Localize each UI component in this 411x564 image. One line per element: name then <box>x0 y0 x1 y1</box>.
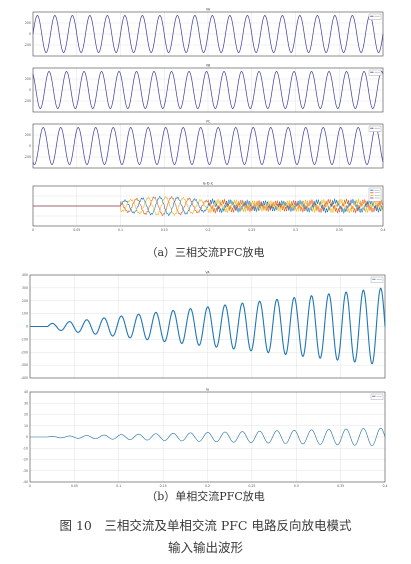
x-tick-label: 0.05 <box>71 484 78 488</box>
plot-va-1phase: VA 400 300 200 100 0 -100 -200 -300 -400 <box>21 271 386 380</box>
x-tick-label: 0.3 <box>294 484 299 488</box>
y-tick-label: 40 <box>24 390 28 394</box>
x-tick-label: 0.15 <box>160 484 167 488</box>
x-tick-label: 0.1 <box>118 228 123 232</box>
x-tick-label: 0.4 <box>380 228 385 232</box>
figure-title-line2: 输入输出波形 <box>167 540 243 555</box>
plot-vb-3phase: VB 200 0 -200 <box>24 64 384 113</box>
y-tick-label: -200 <box>24 99 31 103</box>
y-tick-label: 0 <box>26 325 28 329</box>
caption-b: （b）单相交流PFC放电 <box>146 490 265 503</box>
plot-frame <box>32 123 384 169</box>
y-tick-label: 200 <box>22 299 28 303</box>
x-tick-label: 0.25 <box>248 484 255 488</box>
y-tick-label: 200 <box>25 21 31 25</box>
y-tick-label: 10 <box>24 424 28 428</box>
x-tick-label: 0.35 <box>337 484 344 488</box>
caption-a: （a）三相交流PFC放电 <box>146 246 265 259</box>
plot-title: VA <box>206 8 211 12</box>
legend-box <box>370 276 384 283</box>
voltage-sine-series <box>32 127 384 165</box>
y-tick-label: 20 <box>24 413 28 417</box>
y-tick-label: 0 <box>29 88 31 92</box>
y-tick-label: 400 <box>22 273 28 277</box>
y-tick-label: 0 <box>29 144 31 148</box>
y-tick-label: -100 <box>21 337 28 341</box>
legend-box <box>368 13 382 20</box>
single-phase-series <box>30 427 386 446</box>
y-tick-label: 30 <box>24 401 28 405</box>
x-tick-label: 0.4 <box>382 484 387 488</box>
y-tick-label: 300 <box>22 286 28 290</box>
x-tick-label: 0.3 <box>293 228 298 232</box>
y-tick-label: -40 <box>23 480 28 484</box>
voltage-sine-series <box>32 15 384 53</box>
plot-title: VB <box>206 64 210 68</box>
figure-title-line1: 图 10 三相交流及单相交流 PFC 电路反向放电模式 <box>59 518 352 533</box>
y-tick-label: -20 <box>23 458 28 462</box>
y-tick-label: 200 <box>25 133 31 137</box>
plot-title: VA <box>205 271 210 275</box>
x-tick-label: 0.25 <box>248 228 255 232</box>
x-tick-label: 0.15 <box>161 228 168 232</box>
plot-vc-3phase: VC 200 0 -200 <box>24 120 384 169</box>
x-tick-label: 0 <box>32 228 34 232</box>
plot-va-3phase: VA 200 0 -200 <box>24 8 384 57</box>
plot-title: VC <box>206 120 211 124</box>
y-tick-label: -30 <box>23 469 28 473</box>
x-tick-label: 0 <box>29 484 31 488</box>
y-tick-label: -400 <box>21 376 28 380</box>
x-tick-label: 0.05 <box>73 228 80 232</box>
legend-box <box>368 125 382 132</box>
y-tick-label: -10 <box>23 446 28 450</box>
legend-box <box>368 69 382 76</box>
voltage-sine-series <box>32 71 384 109</box>
y-tick-label: 200 <box>25 77 31 81</box>
y-tick-label: -200 <box>21 350 28 354</box>
legend-box <box>370 393 384 400</box>
y-tick-label: 0 <box>26 435 28 439</box>
figure-title: 图 10 三相交流及单相交流 PFC 电路反向放电模式 输入输出波形 <box>0 515 411 559</box>
y-tick-label: -300 <box>21 363 28 367</box>
x-tick-label: 0.1 <box>116 484 121 488</box>
y-tick-label: -200 <box>24 43 31 47</box>
x-tick-label: 0.35 <box>336 228 343 232</box>
plot-title: Ia Ib Ic <box>203 182 214 186</box>
x-tick-label: 0.2 <box>205 484 210 488</box>
y-tick-label: 0 <box>29 32 31 36</box>
y-tick-label: 100 <box>22 312 28 316</box>
plot-frame <box>32 67 384 113</box>
plot-currents-3phase: Ia Ib Ic 0 0.05 0.1 0.15 0.2 0.25 0.3 0.35 0.4 <box>32 182 386 233</box>
x-tick-label: 0.2 <box>205 228 210 232</box>
single-phase-series <box>30 287 386 365</box>
y-tick-label: -200 <box>24 155 31 159</box>
plot-title: Ia <box>206 388 209 392</box>
